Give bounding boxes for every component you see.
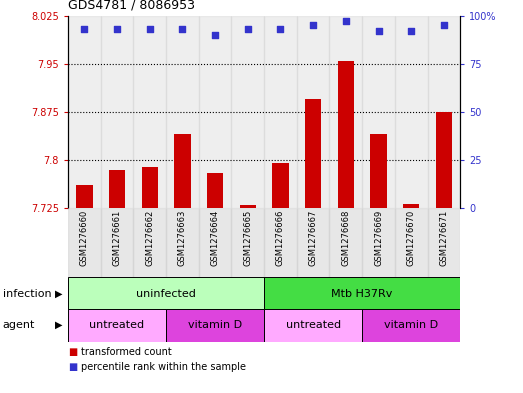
Point — [80, 26, 88, 32]
Bar — [166, 16, 199, 208]
Text: untreated: untreated — [286, 320, 340, 330]
Text: ■: ■ — [68, 347, 77, 357]
Text: transformed count: transformed count — [81, 347, 172, 357]
Bar — [133, 16, 166, 208]
Point — [211, 32, 219, 38]
Bar — [362, 16, 395, 208]
Point — [276, 26, 285, 32]
Bar — [362, 309, 460, 342]
Bar — [166, 208, 199, 279]
Bar — [68, 277, 264, 310]
Text: GSM1276664: GSM1276664 — [211, 210, 220, 266]
Text: GSM1276665: GSM1276665 — [243, 210, 252, 266]
Bar — [329, 208, 362, 279]
Text: GSM1276660: GSM1276660 — [80, 210, 89, 266]
Bar — [199, 16, 231, 208]
Text: GDS4781 / 8086953: GDS4781 / 8086953 — [68, 0, 195, 12]
Text: infection: infection — [3, 289, 51, 299]
Text: uninfected: uninfected — [136, 289, 196, 299]
Bar — [142, 167, 158, 208]
Point — [309, 22, 317, 29]
Text: GSM1276666: GSM1276666 — [276, 210, 285, 266]
Bar — [403, 204, 419, 208]
Point — [440, 22, 448, 29]
Bar — [68, 208, 100, 279]
Text: untreated: untreated — [89, 320, 144, 330]
Text: ■: ■ — [68, 362, 77, 373]
Text: vitamin D: vitamin D — [384, 320, 438, 330]
Bar — [207, 173, 223, 208]
Bar — [338, 61, 354, 208]
Point — [244, 26, 252, 32]
Bar — [174, 134, 190, 208]
Bar — [362, 208, 395, 279]
Point — [374, 28, 383, 34]
Bar — [395, 208, 428, 279]
Text: vitamin D: vitamin D — [188, 320, 242, 330]
Bar — [370, 134, 386, 208]
Bar — [68, 16, 100, 208]
Text: GSM1276661: GSM1276661 — [112, 210, 121, 266]
Bar — [264, 277, 460, 310]
Bar — [109, 171, 125, 208]
Bar — [133, 208, 166, 279]
Bar — [329, 16, 362, 208]
Bar — [240, 205, 256, 208]
Bar — [297, 16, 329, 208]
Bar — [428, 16, 460, 208]
Bar — [68, 309, 166, 342]
Bar — [264, 208, 297, 279]
Bar — [305, 99, 321, 208]
Bar — [436, 112, 452, 208]
Point — [342, 18, 350, 25]
Text: percentile rank within the sample: percentile rank within the sample — [81, 362, 246, 373]
Bar — [100, 16, 133, 208]
Text: GSM1276663: GSM1276663 — [178, 210, 187, 266]
Bar — [272, 163, 289, 208]
Bar — [166, 309, 264, 342]
Bar — [264, 309, 362, 342]
Text: agent: agent — [3, 320, 35, 330]
Bar — [395, 16, 428, 208]
Point — [407, 28, 415, 34]
Bar — [264, 16, 297, 208]
Text: GSM1276668: GSM1276668 — [342, 210, 350, 266]
Bar — [231, 16, 264, 208]
Bar — [100, 208, 133, 279]
Point — [145, 26, 154, 32]
Bar — [199, 208, 231, 279]
Text: Mtb H37Rv: Mtb H37Rv — [332, 289, 393, 299]
Text: ▶: ▶ — [55, 289, 62, 299]
Text: GSM1276671: GSM1276671 — [439, 210, 448, 266]
Text: GSM1276667: GSM1276667 — [309, 210, 317, 266]
Text: ▶: ▶ — [55, 320, 62, 330]
Text: GSM1276670: GSM1276670 — [407, 210, 416, 266]
Bar — [428, 208, 460, 279]
Bar — [297, 208, 329, 279]
Point — [178, 26, 187, 32]
Text: GSM1276669: GSM1276669 — [374, 210, 383, 266]
Bar — [231, 208, 264, 279]
Point — [113, 26, 121, 32]
Bar — [76, 185, 93, 208]
Text: GSM1276662: GSM1276662 — [145, 210, 154, 266]
